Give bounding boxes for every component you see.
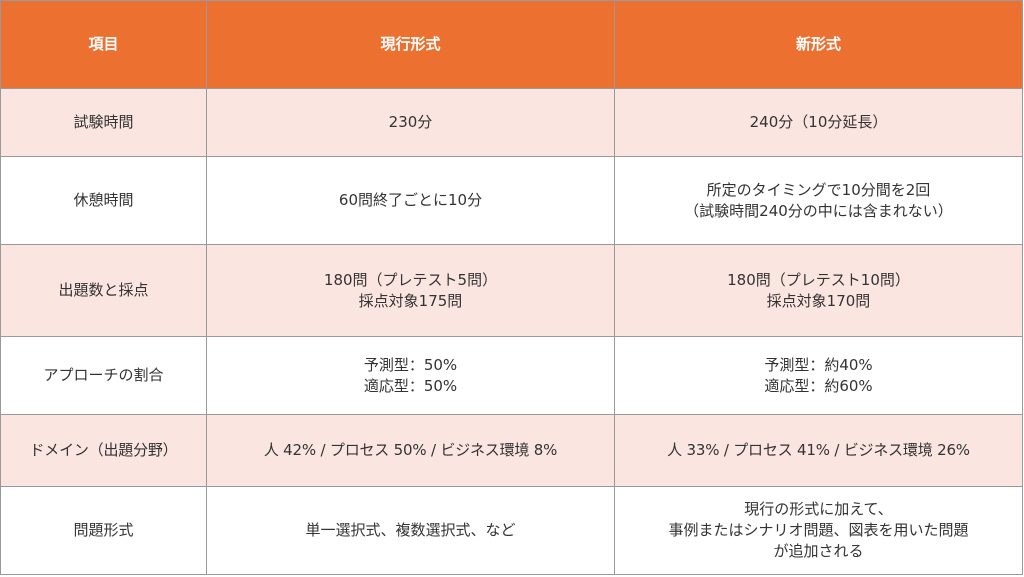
header-item: 項目 xyxy=(0,0,207,89)
value-line: 予測型：50% xyxy=(363,355,458,374)
value-line: 所定のタイミングで10分間を2回 xyxy=(706,180,931,199)
header-current-format: 現行形式 xyxy=(206,0,615,89)
value-line: 60問終了ごとに10分 xyxy=(338,191,483,209)
current-value: 単一選択式、複数選択式、など xyxy=(206,486,615,575)
new-value: 現行の形式に加えて、 事例またはシナリオ問題、図表を用いた問題 が追加される xyxy=(614,486,1023,575)
new-value: 180問（プレテスト10問） 採点対象170問 xyxy=(614,244,1023,337)
value-line: 単一選択式、複数選択式、など xyxy=(305,521,516,539)
row-exam-time: 試験時間 230分 240分（10分延長） xyxy=(0,88,1023,157)
value-line: 適応型：約60% xyxy=(764,376,873,395)
header-new-format: 新形式 xyxy=(614,0,1023,89)
value-line: 事例またはシナリオ問題、図表を用いた問題 xyxy=(668,521,969,539)
value-line: 人 33% / プロセス 41% / ビジネス環境 26% xyxy=(667,441,970,459)
row-questions-scoring: 出題数と採点 180問（プレテスト5問） 採点対象175問 180問（プレテスト… xyxy=(0,244,1023,337)
value-line: 採点対象170問 xyxy=(766,291,871,310)
value-line: （試験時間240分の中には含まれない） xyxy=(684,201,953,220)
value-line: 適応型：50% xyxy=(363,376,458,395)
current-value: 60問終了ごとに10分 xyxy=(206,156,615,245)
row-approach-ratio: アプローチの割合 予測型：50% 適応型：50% 予測型：約40% 適応型：約6… xyxy=(0,336,1023,415)
row-question-format: 問題形式 単一選択式、複数選択式、など 現行の形式に加えて、 事例またはシナリオ… xyxy=(0,486,1023,575)
header-row: 項目 現行形式 新形式 xyxy=(0,0,1023,89)
current-value: 230分 xyxy=(206,88,615,157)
value-line: 予測型：約40% xyxy=(764,355,873,374)
new-value: 所定のタイミングで10分間を2回 （試験時間240分の中には含まれない） xyxy=(614,156,1023,245)
value-line: 240分（10分延長） xyxy=(749,113,888,131)
current-value: 180問（プレテスト5問） 採点対象175問 xyxy=(206,244,615,337)
row-label: ドメイン（出題分野） xyxy=(0,414,207,487)
row-domain: ドメイン（出題分野） 人 42% / プロセス 50% / ビジネス環境 8% … xyxy=(0,414,1023,487)
new-value: 人 33% / プロセス 41% / ビジネス環境 26% xyxy=(614,414,1023,487)
current-value: 予測型：50% 適応型：50% xyxy=(206,336,615,415)
value-line: 230分 xyxy=(388,113,433,131)
row-label: 出題数と採点 xyxy=(0,244,207,337)
new-value: 予測型：約40% 適応型：約60% xyxy=(614,336,1023,415)
value-line: 現行の形式に加えて、 xyxy=(744,500,893,518)
value-line: が追加される xyxy=(773,542,864,560)
row-break-time: 休憩時間 60問終了ごとに10分 所定のタイミングで10分間を2回 （試験時間2… xyxy=(0,156,1023,245)
row-label: 休憩時間 xyxy=(0,156,207,245)
value-line: 180問（プレテスト5問） xyxy=(323,270,498,289)
value-line: 採点対象175問 xyxy=(358,291,463,310)
current-value: 人 42% / プロセス 50% / ビジネス環境 8% xyxy=(206,414,615,487)
value-line: 人 42% / プロセス 50% / ビジネス環境 8% xyxy=(263,441,558,459)
new-value: 240分（10分延長） xyxy=(614,88,1023,157)
row-label: 問題形式 xyxy=(0,486,207,575)
row-label: アプローチの割合 xyxy=(0,336,207,415)
row-label: 試験時間 xyxy=(0,88,207,157)
value-line: 180問（プレテスト10問） xyxy=(727,270,910,289)
